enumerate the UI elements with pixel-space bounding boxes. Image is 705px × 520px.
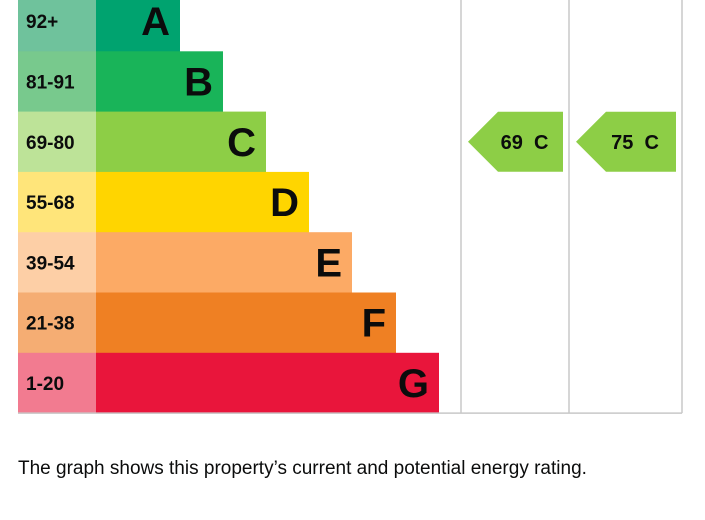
band-bar-b bbox=[96, 51, 223, 113]
energy-rating-chart: 92+ A81-91 B69-80 C55-68 D39-54 E21-38 F1-20 G … bbox=[18, 0, 683, 414]
potential-rating-arrow bbox=[576, 111, 676, 172]
band-range-bg-f bbox=[18, 292, 96, 354]
band-range-bg-c bbox=[18, 111, 96, 173]
band-range-bg-d bbox=[18, 171, 96, 233]
band-letter-d: D bbox=[270, 181, 299, 225]
band-range-label-c: 69-80 bbox=[26, 133, 75, 154]
band-bar-a bbox=[96, 0, 180, 52]
band-range-label-a: 92+ bbox=[26, 12, 58, 33]
current-rating-label: 69 C bbox=[501, 132, 549, 154]
band-range-label-d: 55-68 bbox=[26, 193, 75, 214]
band-bar-d bbox=[96, 171, 309, 233]
band-bar-e bbox=[96, 232, 352, 293]
band-bar-g bbox=[96, 352, 439, 414]
rating-columns bbox=[18, 0, 683, 414]
current-rating-arrow bbox=[468, 111, 563, 172]
band-range-bg-b bbox=[18, 51, 96, 113]
band-bar-f bbox=[96, 292, 396, 354]
band-letter-c: C bbox=[227, 121, 256, 165]
band-range-bg-g bbox=[18, 352, 96, 414]
band-range-bg-e bbox=[18, 232, 96, 293]
band-range-label-g: 1-20 bbox=[26, 374, 64, 395]
band-letter-g: G bbox=[398, 362, 429, 406]
band-letter-e: E bbox=[315, 241, 342, 285]
band-range-label-f: 21-38 bbox=[26, 314, 75, 335]
band-range-bg-a bbox=[18, 0, 96, 52]
rating-markers: 69 C 75 C bbox=[468, 111, 676, 172]
band-letter-b: B bbox=[184, 60, 213, 104]
band-letter-a: A bbox=[141, 0, 170, 44]
band-letter-f: F bbox=[362, 302, 386, 346]
band-bar-c bbox=[96, 111, 266, 173]
band-range-label-b: 81-91 bbox=[26, 72, 75, 93]
potential-rating-label: 75 C bbox=[611, 132, 659, 154]
chart-caption: The graph shows this property’s current … bbox=[18, 458, 587, 479]
rating-bands: 92+ A 81-91 B 69-80 C 55-68 D 39-54 E 21-38 F 1-20 G bbox=[18, 0, 439, 414]
band-range-label-e: 39-54 bbox=[26, 253, 75, 274]
